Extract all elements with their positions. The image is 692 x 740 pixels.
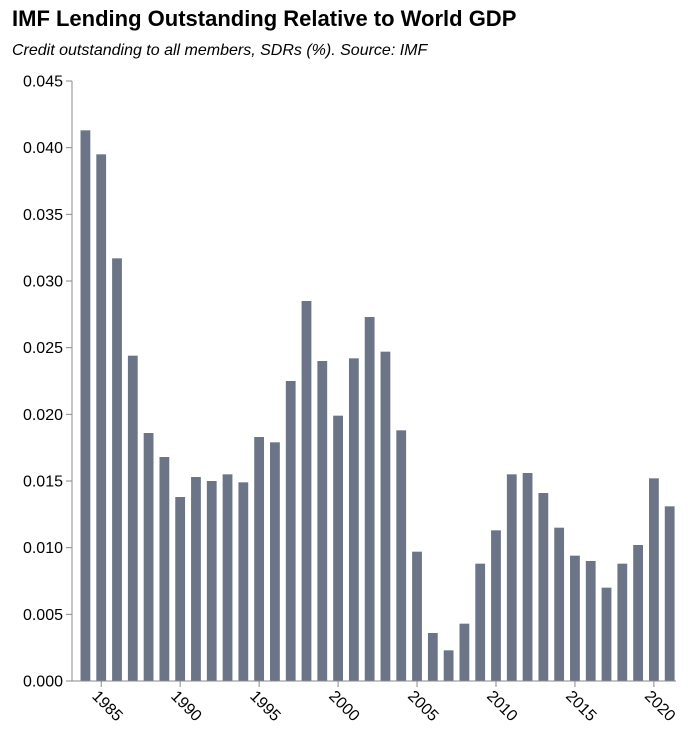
bar-2005 [412, 551, 422, 681]
bar-2014 [554, 527, 565, 681]
bar-1995 [254, 437, 265, 681]
bar-1996 [270, 442, 280, 681]
y-tick-label: 0.015 [23, 474, 63, 491]
bar-2019 [633, 545, 643, 681]
bar-2018 [617, 563, 628, 681]
x-axis: 1985 1990 1995 2000 2005 2010 2015 2020 [72, 680, 678, 725]
y-tick-label: 0.020 [23, 407, 63, 424]
bar-2006 [427, 633, 438, 681]
bar-2015 [570, 555, 580, 681]
bar-2012 [522, 473, 533, 681]
x-tick-label: 2010 [483, 688, 520, 725]
x-tick-label: 2005 [404, 688, 441, 725]
x-tick-label: 1985 [88, 688, 125, 725]
bar-2004 [396, 430, 407, 681]
x-tick-label: 2015 [562, 688, 599, 725]
bar-2017 [601, 587, 612, 681]
bar-1994 [238, 482, 249, 681]
bar-1985 [96, 154, 107, 681]
bar-1998 [301, 301, 312, 681]
x-tick-label: 2000 [325, 688, 362, 725]
bar-1992 [206, 481, 217, 681]
bars-group [80, 130, 675, 681]
y-tick-label: 0.045 [23, 74, 63, 91]
bar-1988 [143, 433, 154, 681]
bar-2008 [459, 623, 470, 681]
bar-1999 [317, 361, 328, 681]
bar-2010 [491, 530, 501, 681]
y-axis: 0.000 0.005 0.010 0.015 0.020 0.025 0.030 0.035… [23, 74, 73, 691]
bar-2021 [664, 506, 675, 681]
bar-1987 [127, 355, 138, 681]
y-tick-label: 0.040 [23, 140, 63, 157]
chart-subtitle: Credit outstanding to all members, SDRs … [12, 42, 428, 59]
y-tick-label: 0.010 [23, 540, 63, 557]
bar-2013 [538, 493, 549, 681]
bar-2000 [333, 415, 343, 681]
bar-1989 [159, 457, 170, 681]
bar-2016 [585, 561, 596, 681]
bar-2020 [649, 478, 659, 681]
bar-1990 [175, 497, 186, 681]
chart-title: IMF Lending Outstanding Relative to Worl… [12, 6, 517, 31]
bar-2007 [443, 650, 454, 681]
bar-2009 [475, 563, 486, 681]
y-tick-label: 0.030 [23, 274, 63, 291]
bar-2003 [380, 351, 391, 681]
x-tick-label: 2020 [641, 688, 678, 725]
bar-1986 [112, 258, 122, 681]
y-tick-label: 0.005 [23, 607, 63, 624]
bar-1997 [285, 381, 296, 681]
y-tick-label: 0.025 [23, 340, 63, 357]
bar-2001 [348, 358, 359, 681]
y-tick-label: 0.000 [23, 674, 63, 691]
bar-1993 [222, 474, 233, 681]
bar-1991 [191, 477, 201, 681]
bar-2011 [506, 474, 517, 681]
x-tick-label: 1990 [167, 688, 204, 725]
y-tick-label: 0.035 [23, 207, 63, 224]
x-tick-label: 1995 [246, 688, 283, 725]
bar-1984 [80, 130, 91, 681]
bar-2002 [364, 317, 375, 681]
